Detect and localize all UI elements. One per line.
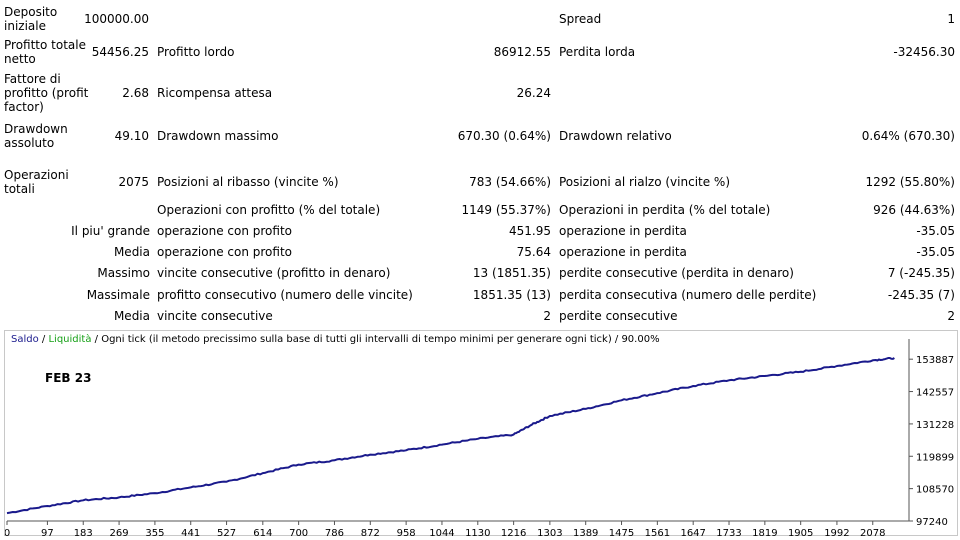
metric-label: Drawdown massimo: [157, 129, 279, 143]
x-tick-label: 0: [5, 528, 10, 537]
metric-value: 1292 (55.80%): [865, 175, 955, 189]
metric-label: Fattore di profitto (profit factor): [4, 72, 89, 114]
x-tick-label: 872: [361, 528, 380, 537]
metric-value: 49.10: [114, 129, 149, 143]
row-qualifier: Massimale: [86, 288, 150, 302]
legend-equity: Liquidità: [48, 334, 92, 345]
x-tick-label: 269: [110, 528, 129, 537]
x-tick-label: 614: [253, 528, 272, 537]
y-tick-label: 108570: [916, 485, 954, 496]
metric-value: -35.05: [916, 245, 955, 259]
metric-label: Drawdown relativo: [559, 129, 672, 143]
metric-label: vincite consecutive: [157, 309, 273, 323]
metric-label: Posizioni al rialzo (vincite %): [559, 175, 731, 189]
report-table: Deposito iniziale 100000.00 Spread 1 Profitt…: [4, 5, 955, 323]
metric-label: perdite consecutive (perdita in denaro): [559, 266, 794, 280]
metric-value: 2: [947, 309, 955, 323]
metric-label: Posizioni al ribasso (vincite %): [157, 175, 339, 189]
metric-value: 100000.00: [84, 12, 149, 26]
metric-value: 1149 (55.37%): [461, 203, 551, 217]
metric-label: operazione in perdita: [559, 224, 687, 238]
metric-label: Deposito iniziale: [4, 5, 58, 33]
metric-label: operazione con profito: [157, 224, 292, 238]
legend-model: / Ogni tick (il metodo precissimo sulla …: [91, 334, 660, 345]
metric-label: Spread: [559, 12, 602, 26]
x-tick-label: 1044: [429, 528, 454, 537]
row-qualifier: Media: [113, 245, 150, 259]
metric-label: vincite consecutive (profitto in denaro): [157, 266, 391, 280]
x-tick-label: 958: [397, 528, 416, 537]
x-tick-label: 527: [217, 528, 236, 537]
metric-label: Drawdown assoluto: [4, 122, 68, 150]
metric-value: 26.24: [516, 86, 551, 100]
x-tick-label: 786: [325, 528, 344, 537]
metric-label: perdita consecutiva (numero delle perdit…: [559, 288, 817, 302]
x-tick-label: 1475: [609, 528, 634, 537]
balance-chart: Saldo / Liquidità / Ogni tick (il metodo…: [4, 330, 958, 537]
metric-value: 451.95: [509, 224, 551, 238]
metric-value: -32456.30: [893, 45, 955, 59]
chart-plot: 0 97 183 269 355 441 527 614 700 786 872 958 1044 113…: [5, 339, 954, 537]
x-tick-label: 1905: [788, 528, 813, 537]
metric-label: Profitto lordo: [157, 45, 235, 59]
metric-value: 670.30 (0.64%): [457, 129, 551, 143]
metric-value: -245.35 (7): [887, 288, 955, 302]
x-tick-label: 1733: [716, 528, 741, 537]
metric-label: perdite consecutive: [559, 309, 678, 323]
x-tick-label: 700: [289, 528, 308, 537]
row-qualifier: Massimo: [97, 266, 150, 280]
metric-value: 2: [543, 309, 551, 323]
x-tick-label: 2078: [860, 528, 885, 537]
row-qualifier: Il piu' grande: [71, 224, 150, 238]
legend-separator: /: [38, 334, 49, 345]
x-tick-label: 1561: [645, 528, 670, 537]
balance-series-line: [6, 357, 895, 515]
metric-label: profitto consecutivo (numero delle vinci…: [157, 288, 413, 302]
metric-value: 2.68: [122, 86, 149, 100]
legend-balance: Saldo: [11, 334, 39, 345]
x-tick-label: 1303: [537, 528, 562, 537]
metric-value: 54456.25: [91, 45, 149, 59]
x-tick-label: 355: [145, 528, 164, 537]
metric-label: Perdita lorda: [559, 45, 636, 59]
metric-label: Ricompensa attesa: [157, 86, 273, 100]
metric-value: 0.64% (670.30): [861, 129, 955, 143]
metric-value: 926 (44.63%): [873, 203, 955, 217]
metric-label: operazione in perdita: [559, 245, 687, 259]
metric-value: 1851.35 (13): [472, 288, 551, 302]
x-tick-label: 183: [74, 528, 93, 537]
y-tick-label: 153887: [916, 355, 954, 366]
y-tick-label: 131228: [916, 420, 954, 431]
x-tick-label: 97: [41, 528, 54, 537]
metric-value: 783 (54.66%): [469, 175, 551, 189]
x-tick-label: 1389: [573, 528, 598, 537]
x-tick-label: 441: [181, 528, 200, 537]
metric-label: Operazioni totali: [4, 168, 69, 196]
metric-label: operazione con profito: [157, 245, 292, 259]
metric-value: 1: [947, 12, 955, 26]
metric-value: 13 (1851.35): [472, 266, 551, 280]
metric-value: 2075: [118, 175, 149, 189]
metric-label: Operazioni con profitto (% del totale): [157, 203, 381, 217]
metric-value: -35.05: [916, 224, 955, 238]
y-tick-label: 142557: [916, 388, 954, 399]
metric-value: 86912.55: [493, 45, 551, 59]
y-tick-label: 97240: [916, 517, 948, 528]
x-tick-label: 1819: [752, 528, 777, 537]
row-qualifier: Media: [113, 309, 150, 323]
x-tick-label: 1992: [824, 528, 849, 537]
x-tick-label: 1647: [680, 528, 705, 537]
metric-label: Profitto totale netto: [4, 38, 86, 66]
x-tick-label: 1216: [501, 528, 526, 537]
metric-value: 7 (-245.35): [887, 266, 955, 280]
chart-legend: Saldo / Liquidità / Ogni tick (il metodo…: [11, 334, 660, 345]
metric-label: Operazioni in perdita (% del totale): [559, 203, 771, 217]
y-tick-label: 119899: [916, 452, 954, 463]
chart-title: FEB 23: [45, 371, 92, 385]
metric-value: 75.64: [516, 245, 551, 259]
x-tick-label: 1130: [465, 528, 490, 537]
